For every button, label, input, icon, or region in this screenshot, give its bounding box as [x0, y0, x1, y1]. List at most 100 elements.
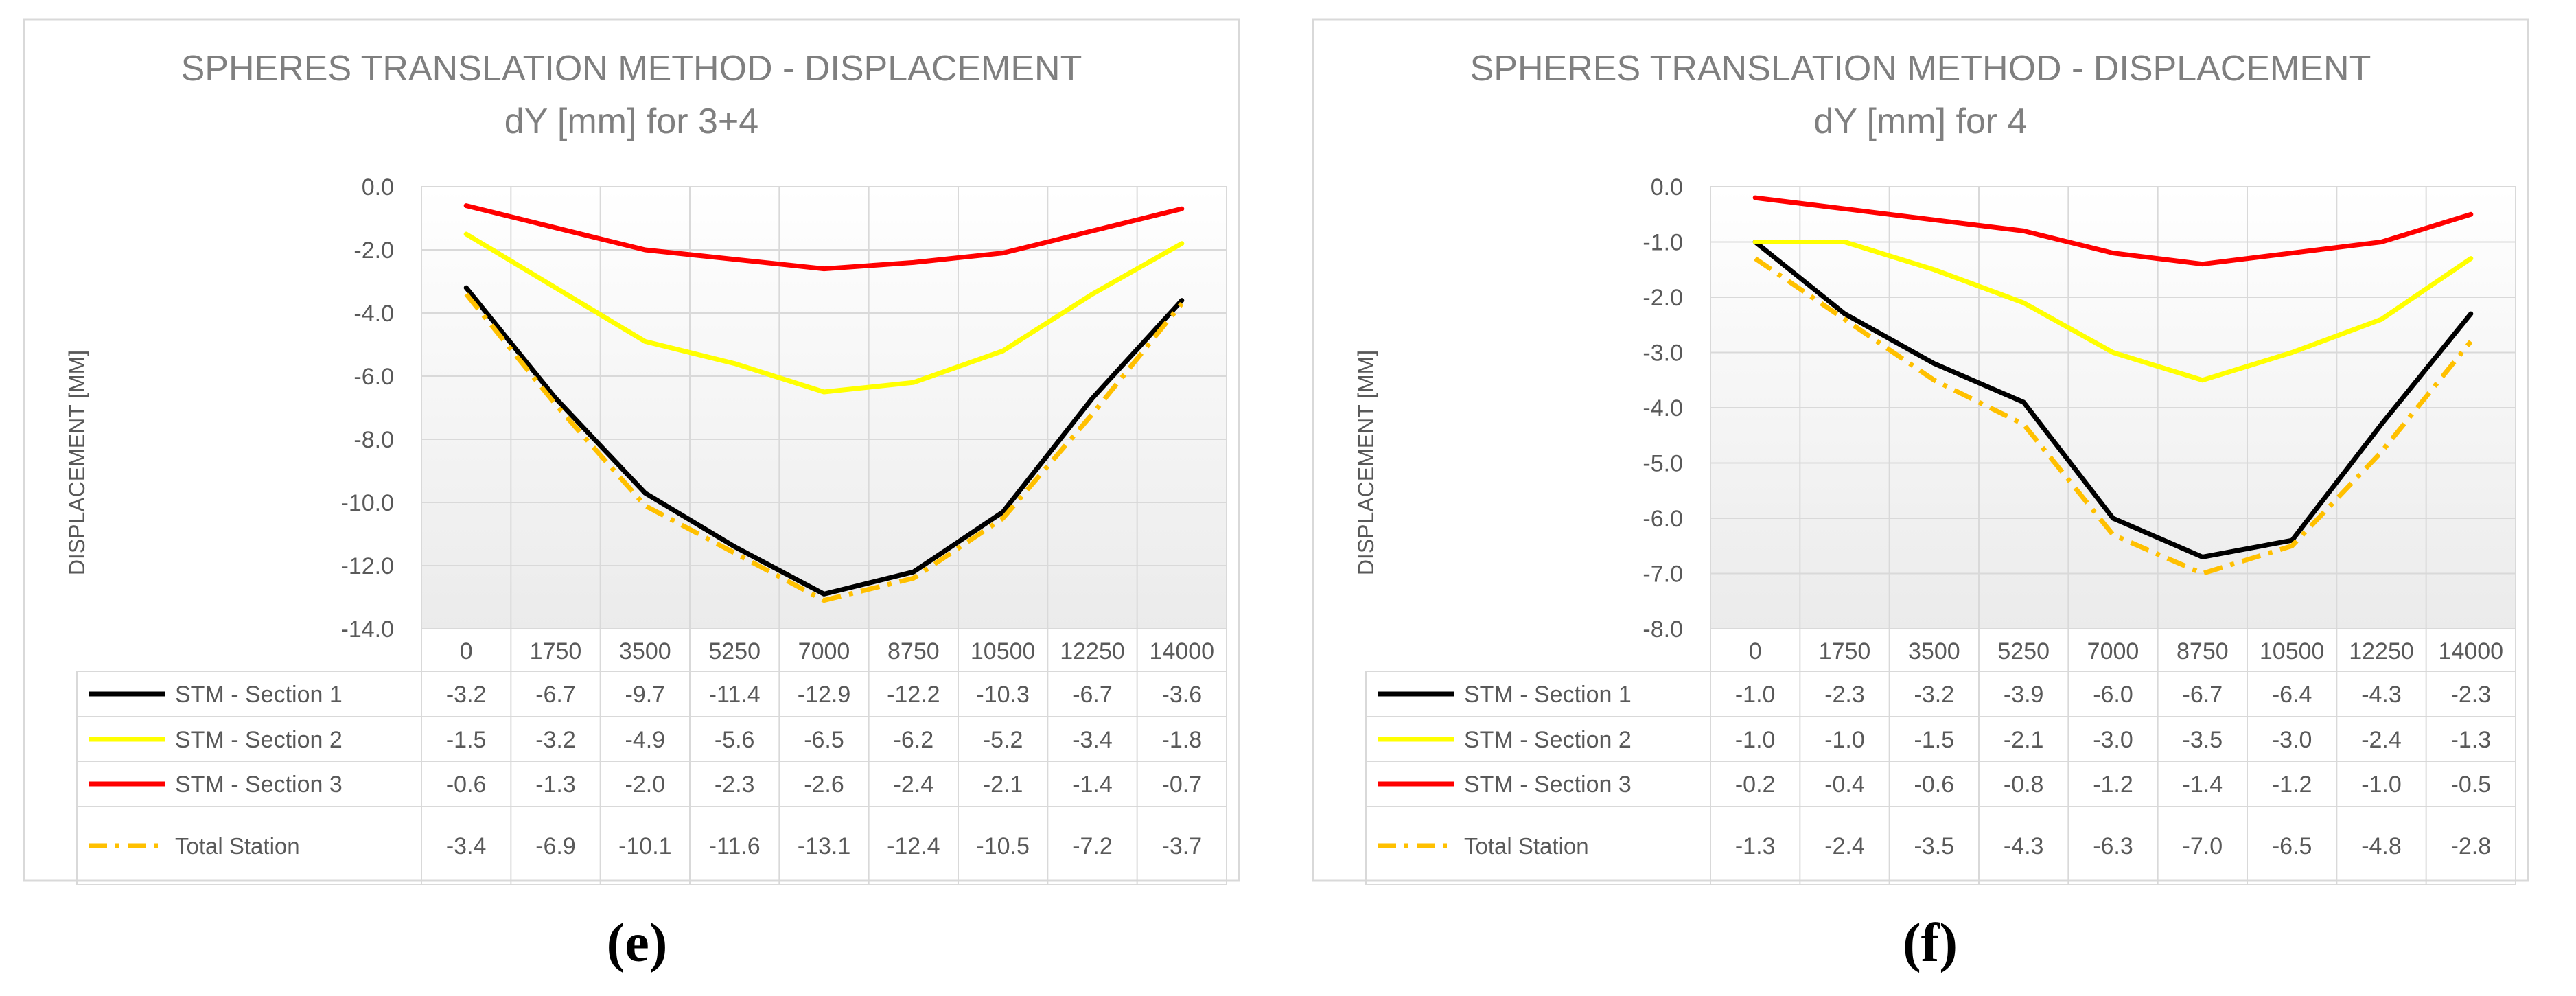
x-category-label: 0 [460, 638, 473, 664]
chart-title: SPHERES TRANSLATION METHOD - DISPLACEMEN… [181, 49, 1082, 89]
table-cell-value: -10.1 [618, 833, 672, 859]
table-cell-value: -6.7 [1072, 682, 1113, 708]
x-category-label: 8750 [2177, 638, 2229, 664]
legend-label: STM - Section 3 [175, 772, 343, 798]
x-category-label: 0 [1749, 638, 1762, 664]
table-cell-value: -1.4 [1072, 772, 1113, 798]
y-tick-label: -3.0 [1643, 340, 1683, 367]
table-cell-value: -3.2 [1914, 682, 1955, 708]
chart-title: SPHERES TRANSLATION METHOD - DISPLACEMEN… [1470, 49, 2371, 89]
y-tick-label: -1.0 [1643, 230, 1683, 256]
plot-area [421, 187, 1227, 629]
table-cell-value: -2.8 [2451, 833, 2492, 859]
table-cell-value: -3.2 [535, 727, 576, 753]
table-cell-value: -1.0 [1824, 727, 1865, 753]
x-category-label: 1750 [1819, 638, 1871, 664]
legend-label: STM - Section 1 [1464, 682, 1632, 708]
x-category-label: 10500 [971, 638, 1036, 664]
table-cell-value: -2.3 [2451, 682, 2492, 708]
table-cell-value: -5.6 [715, 727, 755, 753]
table-cell-value: -3.6 [1162, 682, 1203, 708]
legend-label: Total Station [175, 833, 300, 859]
y-tick-label: -8.0 [1643, 616, 1683, 642]
table-cell-value: -2.4 [1824, 833, 1865, 859]
table-cell-value: -6.5 [2272, 833, 2312, 859]
legend-label: STM - Section 2 [1464, 727, 1632, 753]
x-category-label: 8750 [887, 638, 940, 664]
table-cell-value: -0.6 [446, 772, 487, 798]
series-line-4 [464, 292, 1184, 603]
y-tick-label: 0.0 [1651, 174, 1683, 200]
table-cell-value: -13.1 [798, 833, 851, 859]
table-cell-value: -3.7 [1162, 833, 1203, 859]
panel-caption: (e) [607, 913, 668, 973]
table-cell-value: -6.9 [535, 833, 576, 859]
legend-label: STM - Section 1 [175, 682, 343, 708]
table-cell-value: -6.4 [2272, 682, 2312, 708]
table-cell-value: -1.2 [2093, 772, 2133, 798]
series-line-3 [1752, 195, 2474, 267]
table-cell-value: -0.6 [1914, 772, 1955, 798]
y-tick-label: -4.0 [353, 301, 394, 327]
table-cell-value: -9.7 [625, 682, 666, 708]
y-tick-label: -12.0 [341, 553, 395, 579]
y-axis-label: DISPLACEMENT [MM] [65, 350, 89, 575]
y-tick-label: -2.0 [353, 238, 394, 264]
chart-subtitle: dY [mm] for 4 [1813, 102, 2027, 141]
table-cell-value: -0.8 [2004, 772, 2044, 798]
table-cell-value: -0.2 [1735, 772, 1776, 798]
table-cell-value: -3.9 [2004, 682, 2044, 708]
series-line-1 [463, 285, 1185, 597]
series-line-2 [1752, 240, 2474, 383]
table-cell-value: -1.2 [2272, 772, 2312, 798]
table-cell-value: -1.4 [2183, 772, 2223, 798]
x-category-label: 7000 [2087, 638, 2139, 664]
table-cell-value: -6.2 [894, 727, 934, 753]
table-cell-value: -6.7 [2183, 682, 2223, 708]
y-tick-label: -6.0 [353, 364, 394, 390]
x-category-label: 3500 [1908, 638, 1960, 664]
y-tick-label: -4.0 [1643, 395, 1683, 421]
table-cell-value: -1.3 [1735, 833, 1776, 859]
y-tick-label: -7.0 [1643, 561, 1683, 588]
y-tick-label: -14.0 [341, 616, 395, 642]
table-cell-value: -1.3 [535, 772, 576, 798]
table-cell-value: -3.2 [446, 682, 487, 708]
chart-2: SPHERES TRANSLATION METHOD - DISPLACEMEN… [1312, 18, 2529, 973]
table-cell-value: -6.7 [535, 682, 576, 708]
x-category-label: 5250 [708, 638, 761, 664]
chart-subtitle: dY [mm] for 3+4 [504, 102, 758, 141]
y-axis-label: DISPLACEMENT [MM] [1354, 350, 1378, 575]
chart-1: SPHERES TRANSLATION METHOD - DISPLACEMEN… [23, 18, 1240, 973]
table-cell-value: -6.0 [2093, 682, 2133, 708]
table-cell-value: -2.1 [983, 772, 1023, 798]
table-cell-value: -12.4 [887, 833, 940, 859]
table-cell-value: -1.5 [446, 727, 487, 753]
table-cell-value: -4.9 [625, 727, 666, 753]
table-cell-value: -4.3 [2361, 682, 2402, 708]
table-cell-value: -2.4 [2361, 727, 2402, 753]
x-category-label: 10500 [2260, 638, 2325, 664]
x-category-label: 14000 [2439, 638, 2504, 664]
x-category-label: 14000 [1150, 638, 1215, 664]
table-cell-value: -10.5 [976, 833, 1030, 859]
legend-label: STM - Section 2 [175, 727, 343, 753]
table-cell-value: -2.4 [894, 772, 934, 798]
table-cell-value: -1.0 [1735, 727, 1776, 753]
table-cell-value: -10.3 [976, 682, 1030, 708]
y-tick-label: -2.0 [1643, 285, 1683, 311]
table-cell-value: -7.2 [1072, 833, 1113, 859]
table-cell-value: -2.6 [804, 772, 844, 798]
table-cell-value: -0.4 [1824, 772, 1865, 798]
table-cell-value: -1.3 [2451, 727, 2492, 753]
panel-caption: (f) [1903, 913, 1958, 973]
table-cell-value: -0.5 [2451, 772, 2492, 798]
x-category-label: 5250 [1997, 638, 2050, 664]
table-cell-value: -3.0 [2093, 727, 2133, 753]
table-cell-value: -7.0 [2183, 833, 2223, 859]
y-tick-label: 0.0 [362, 174, 394, 200]
table-cell-value: -0.7 [1162, 772, 1203, 798]
table-cell-value: -12.2 [887, 682, 940, 708]
x-category-label: 3500 [619, 638, 671, 664]
table-cell-value: -6.5 [804, 727, 844, 753]
